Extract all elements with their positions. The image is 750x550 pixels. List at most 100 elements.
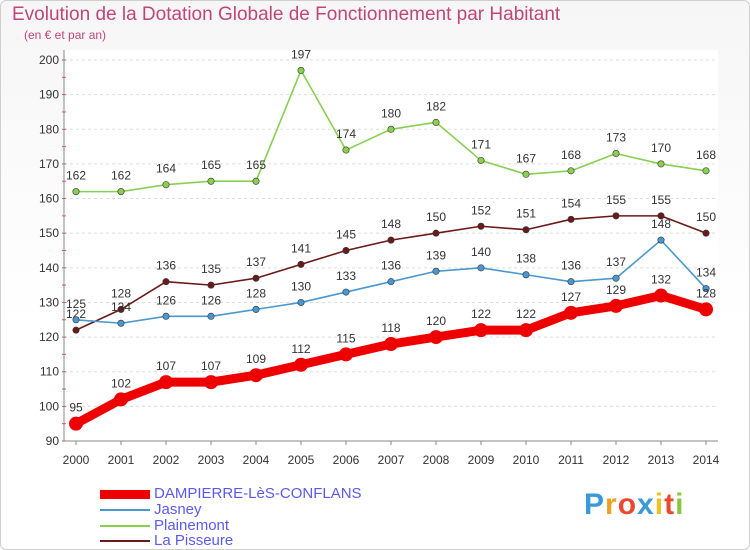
data-label: 168 (696, 148, 716, 162)
data-point (477, 264, 485, 272)
data-label: 118 (381, 321, 400, 335)
data-label: 154 (561, 196, 581, 210)
legend-label: Plainemont (154, 517, 230, 534)
x-tick-label: 2004 (243, 453, 270, 467)
data-label: 126 (201, 293, 221, 307)
x-tick-label: 2014 (693, 453, 720, 467)
chart-title: Evolution de la Dotation Globale de Fonc… (12, 4, 561, 25)
data-label: 141 (291, 241, 311, 255)
data-point (204, 375, 218, 390)
data-label: 140 (471, 245, 491, 259)
data-point (162, 312, 170, 320)
x-tick-label: 2012 (603, 453, 630, 467)
data-label: 165 (246, 158, 266, 172)
data-point (519, 323, 533, 338)
data-label: 164 (156, 162, 176, 176)
data-point (207, 177, 215, 185)
x-tick-label: 2011 (558, 453, 584, 467)
data-point (702, 229, 710, 237)
x-tick-label: 2005 (288, 453, 315, 467)
data-label: 170 (651, 141, 671, 155)
data-point (567, 278, 575, 286)
data-point (297, 66, 305, 74)
legend-label: Jasney (154, 501, 202, 518)
logo-letter: o (617, 488, 638, 521)
chart-subtitle: (en € et par an) (24, 28, 107, 42)
data-label: 174 (336, 127, 356, 141)
legend-swatch (100, 540, 150, 542)
data-label: 122 (516, 307, 536, 321)
y-tick-label: 100 (39, 399, 59, 413)
data-label: 136 (156, 259, 176, 273)
data-point (702, 285, 710, 293)
data-label: 138 (516, 252, 536, 266)
data-label: 182 (426, 99, 446, 113)
data-label: 107 (201, 359, 221, 373)
logo-letter: i (675, 488, 685, 521)
data-point (249, 368, 263, 383)
data-point (522, 170, 530, 178)
data-point (162, 278, 170, 286)
data-label: 135 (201, 262, 221, 276)
x-tick-label: 2007 (378, 453, 405, 467)
data-point (657, 236, 665, 244)
data-point (297, 260, 305, 268)
data-label: 148 (651, 217, 671, 231)
x-tick-label: 2013 (648, 453, 675, 467)
data-label: 95 (69, 401, 83, 415)
data-label: 112 (291, 342, 310, 356)
data-label: 152 (471, 203, 491, 217)
x-tick-label: 2000 (63, 453, 90, 467)
data-label: 139 (426, 248, 446, 262)
data-point (657, 212, 665, 220)
data-point (252, 305, 260, 313)
data-point (159, 375, 173, 390)
data-point (387, 278, 395, 286)
y-tick-label: 130 (39, 295, 59, 309)
x-tick-label: 2003 (198, 453, 225, 467)
data-label: 107 (156, 359, 176, 373)
y-tick-label: 190 (39, 88, 59, 102)
data-point (252, 274, 260, 282)
data-label: 122 (66, 307, 86, 321)
data-point (432, 229, 440, 237)
data-point (432, 267, 440, 275)
legend-label: La Pisseure (154, 532, 234, 549)
data-point (72, 188, 80, 196)
data-label: 145 (336, 228, 356, 242)
data-point (477, 222, 485, 230)
x-tick-label: 2009 (468, 453, 495, 467)
data-label: 128 (696, 286, 716, 300)
data-point (207, 281, 215, 289)
legend-swatch (100, 509, 150, 511)
data-label: 134 (696, 266, 716, 280)
data-point (612, 150, 620, 158)
data-point (72, 326, 80, 334)
data-label: 124 (111, 300, 131, 314)
data-point (477, 156, 485, 164)
data-point (432, 118, 440, 126)
data-label: 126 (156, 293, 176, 307)
data-point (162, 181, 170, 189)
data-point (387, 125, 395, 133)
y-tick-label: 120 (39, 330, 59, 344)
data-label: 115 (336, 331, 355, 345)
data-label: 168 (561, 148, 581, 162)
data-point (699, 302, 713, 317)
x-tick-label: 2002 (153, 453, 180, 467)
data-label: 102 (111, 376, 131, 390)
legend-swatch (100, 490, 150, 499)
data-point (522, 226, 530, 234)
y-tick-label: 160 (39, 192, 59, 206)
plot-area (64, 50, 718, 441)
data-label: 130 (291, 279, 311, 293)
data-label: 167 (516, 151, 536, 165)
data-point (342, 288, 350, 296)
data-point (69, 416, 83, 431)
data-point (612, 212, 620, 220)
data-label: 165 (201, 158, 221, 172)
data-label: 150 (696, 210, 716, 224)
data-point (609, 298, 623, 313)
data-point (612, 274, 620, 282)
